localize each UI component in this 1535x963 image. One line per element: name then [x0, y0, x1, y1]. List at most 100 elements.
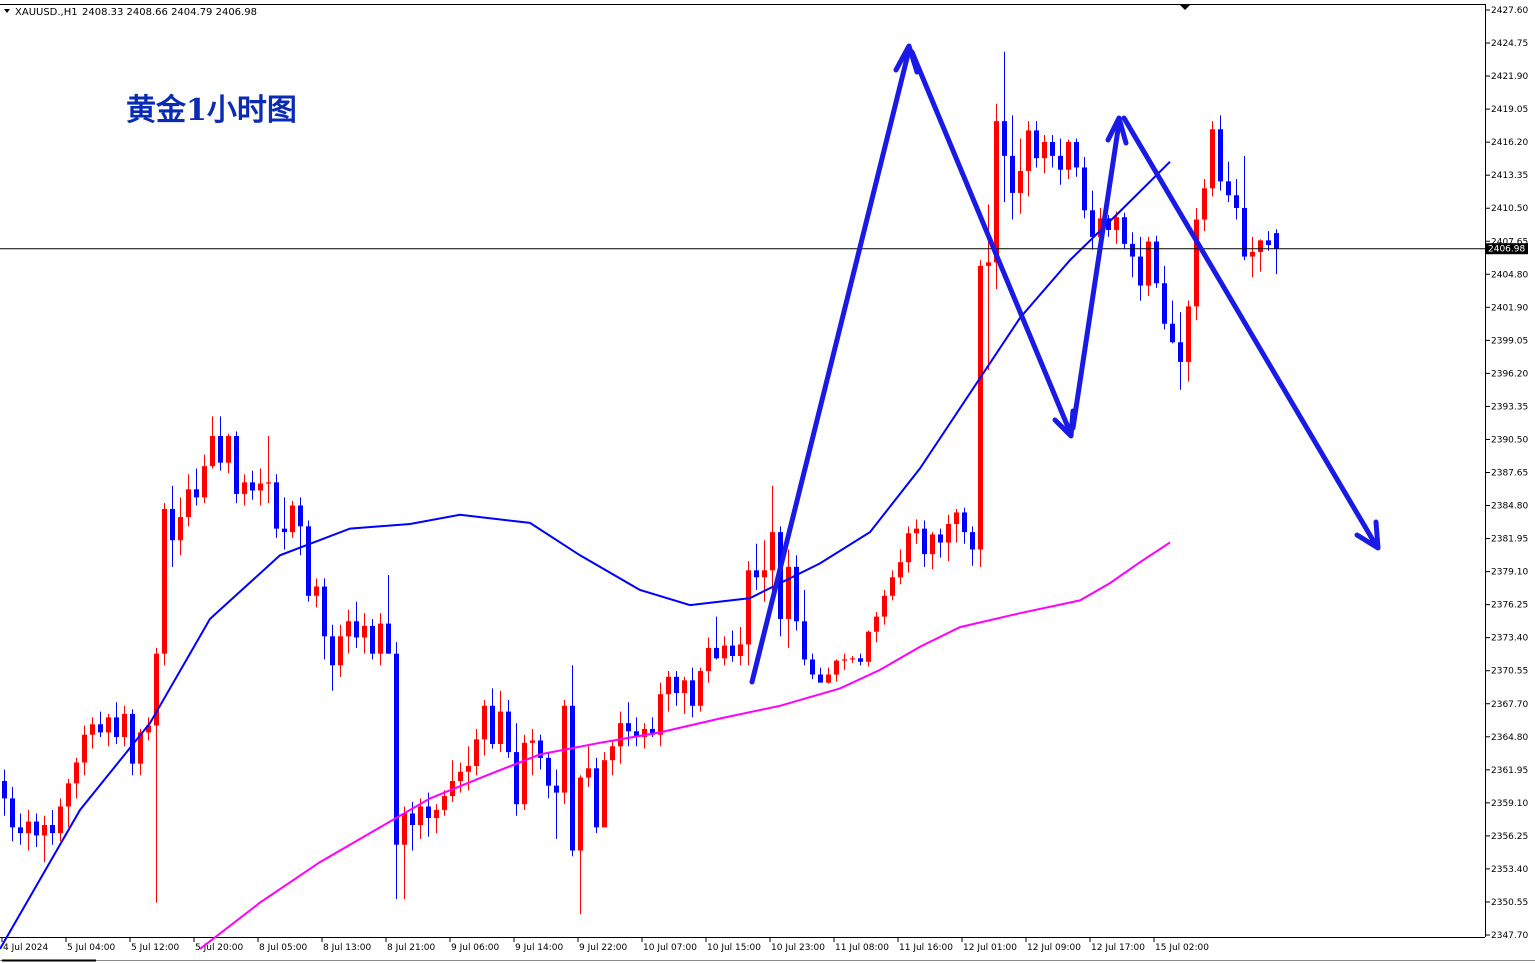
candle	[714, 616, 719, 660]
candle	[1002, 51, 1007, 203]
arrow-down-2	[1121, 115, 1380, 550]
y-tick-label: 2396.20	[1491, 369, 1528, 379]
candle	[794, 555, 799, 631]
candle-body	[794, 566, 799, 622]
y-tick-label: 2390.50	[1491, 435, 1528, 445]
y-tick-label: 2353.40	[1491, 865, 1528, 875]
candle	[834, 659, 839, 682]
candle	[1266, 231, 1271, 251]
moving-average-layer	[0, 160, 1171, 950]
candle	[338, 624, 343, 677]
candle	[1082, 157, 1087, 219]
candle	[386, 574, 391, 654]
candle	[1186, 300, 1191, 382]
candle-body	[922, 528, 927, 555]
candle	[1234, 179, 1239, 220]
candle	[250, 470, 255, 500]
candle-body	[226, 436, 231, 463]
candle-body	[1178, 342, 1183, 362]
overlay-title: 黄金1小时图	[126, 93, 297, 128]
candle-body	[818, 674, 823, 683]
candle	[674, 671, 679, 706]
y-tick-label: 2356.25	[1491, 832, 1528, 842]
candle	[10, 786, 15, 842]
candle	[618, 711, 623, 764]
candle-body	[786, 566, 791, 619]
candle	[106, 713, 111, 747]
candle-body	[546, 757, 551, 786]
candle	[90, 717, 95, 749]
candle-body	[490, 705, 495, 744]
chart-shift-icon[interactable]	[1180, 5, 1190, 10]
candle	[402, 806, 407, 900]
candle	[1114, 211, 1119, 244]
candle-body	[242, 482, 247, 494]
candle	[138, 728, 143, 776]
x-tick-label: 8 Jul 21:00	[387, 943, 436, 953]
candle-body	[322, 586, 327, 637]
candle	[482, 699, 487, 756]
candle	[146, 717, 151, 741]
candle-body	[810, 659, 815, 675]
x-tick-label: 10 Jul 07:00	[643, 943, 697, 953]
candle-body	[394, 653, 399, 845]
candle-body	[218, 436, 223, 463]
candle-body	[1026, 130, 1031, 171]
candle-body	[418, 806, 423, 826]
candle-body	[362, 625, 367, 638]
y-tick-label: 2376.25	[1491, 601, 1528, 611]
candle	[98, 711, 103, 738]
candle-body	[370, 625, 375, 654]
candle	[866, 630, 871, 667]
y-tick-label: 2404.80	[1491, 270, 1528, 280]
candle-body	[1114, 217, 1119, 230]
candle	[810, 653, 815, 680]
candle	[442, 790, 447, 816]
candle	[218, 416, 223, 471]
candle-body	[66, 783, 71, 807]
candle-body	[474, 739, 479, 766]
x-tick-label: 12 Jul 01:00	[963, 943, 1017, 953]
candle-body	[538, 740, 543, 758]
candle	[570, 665, 575, 857]
candle-body	[754, 570, 759, 578]
candle	[746, 561, 751, 666]
candle	[290, 500, 295, 538]
x-tick-label: 12 Jul 17:00	[1091, 943, 1145, 953]
y-tick-label: 2399.05	[1491, 336, 1528, 346]
candle-body	[730, 645, 735, 656]
candle	[626, 702, 631, 747]
arrow-down-2-head	[1354, 519, 1381, 551]
candle-body	[162, 508, 167, 654]
x-tick-label: 8 Jul 13:00	[323, 943, 372, 953]
candle-body	[410, 813, 415, 826]
candle	[522, 734, 527, 810]
y-tick-label: 2367.70	[1491, 700, 1528, 710]
candle	[370, 618, 375, 660]
y-tick-label: 2387.65	[1491, 469, 1528, 479]
candle-body	[378, 623, 383, 654]
symbol-menu-triangle-icon[interactable]	[4, 9, 10, 13]
candle	[914, 519, 919, 544]
candle-body	[42, 825, 47, 836]
candle	[978, 260, 983, 567]
ohlc-label: 2408.33 2408.66 2404.79 2406.98	[82, 7, 257, 18]
candle-body	[74, 762, 79, 784]
candle	[722, 636, 727, 666]
candle	[194, 468, 199, 506]
candle-body	[1146, 241, 1151, 286]
candle-body	[578, 777, 583, 851]
candle	[514, 723, 519, 816]
candle-body	[10, 798, 15, 828]
candle-body	[426, 806, 431, 819]
candle-body	[874, 616, 879, 632]
candle-body	[34, 821, 39, 836]
candle	[1178, 312, 1183, 390]
candle-body	[1138, 256, 1143, 286]
candle-body	[274, 482, 279, 529]
candle	[498, 690, 503, 753]
candle-body	[746, 570, 751, 645]
y-tick-label: 2393.35	[1491, 402, 1528, 412]
candle-body	[522, 742, 527, 805]
